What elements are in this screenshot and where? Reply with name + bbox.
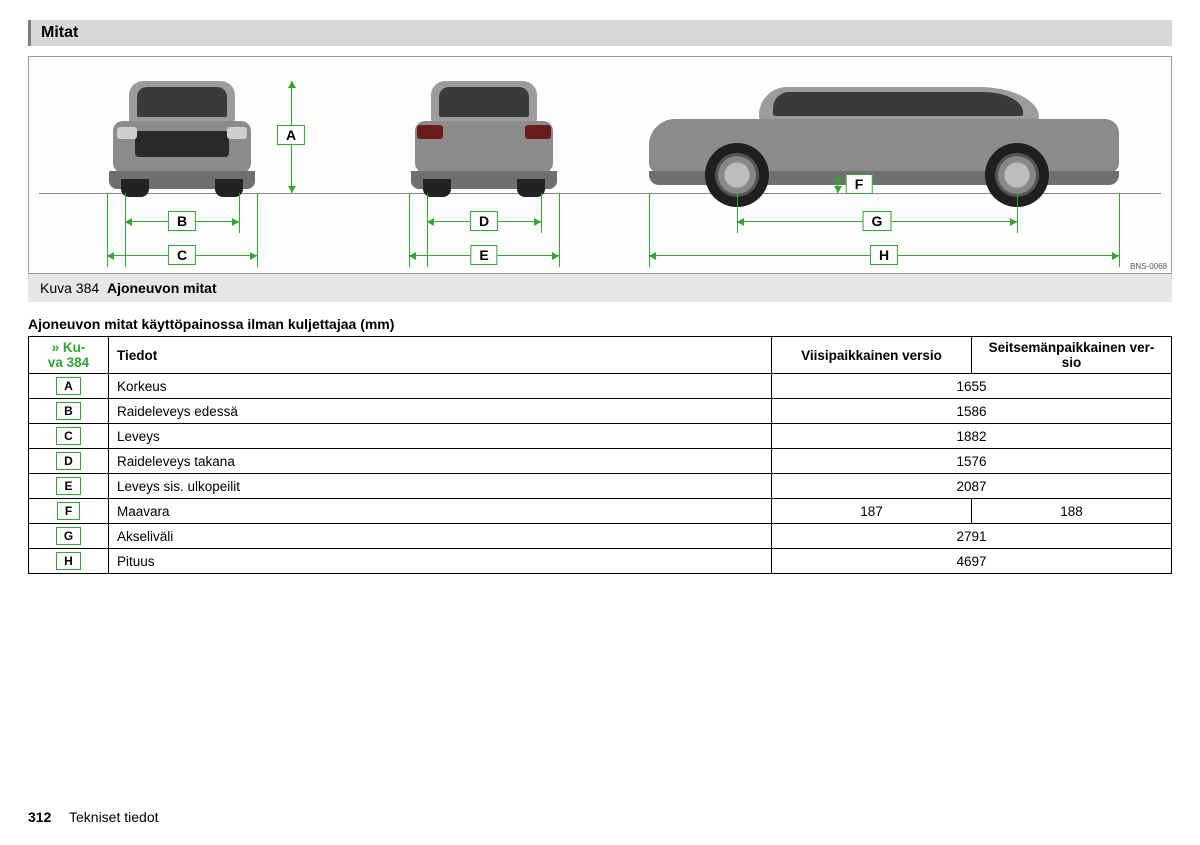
- figure-ref-code: BNS-0068: [1128, 262, 1169, 271]
- row-label: Leveys sis. ulkopeilit: [109, 474, 772, 499]
- row-key: H: [29, 549, 109, 574]
- key-box: G: [56, 527, 81, 545]
- car-rear-icon: [409, 81, 559, 193]
- section-header: Mitat: [28, 20, 1172, 46]
- figure-title: Ajoneuvon mitat: [107, 280, 217, 296]
- dim-label-c: C: [168, 245, 196, 265]
- key-box: F: [57, 502, 80, 520]
- dim-label-b: B: [168, 211, 196, 231]
- row-label: Leveys: [109, 424, 772, 449]
- row-key: F: [29, 499, 109, 524]
- figure-panel: A B C D E F G H BNS-0068: [28, 56, 1172, 274]
- figure-content: A B C D E F G H BNS-0068: [29, 57, 1171, 273]
- row-value: 1655: [772, 374, 1172, 399]
- col-ref: » Ku- va 384: [29, 337, 109, 374]
- page-number: 312: [28, 809, 51, 825]
- row-label: Akseliväli: [109, 524, 772, 549]
- dimensions-table: » Ku- va 384 Tiedot Viisipaikkainen vers…: [28, 336, 1172, 574]
- section-title: Mitat: [41, 24, 78, 41]
- dim-label-f: F: [846, 174, 873, 194]
- figure-number: Kuva 384: [40, 280, 99, 296]
- footer-section: Tekniset tiedot: [69, 809, 159, 825]
- table-row: A Korkeus 1655: [29, 374, 1172, 399]
- dim-label-e: E: [470, 245, 497, 265]
- row-value: 1586: [772, 399, 1172, 424]
- row-label: Raideleveys takana: [109, 449, 772, 474]
- row-value: 1882: [772, 424, 1172, 449]
- table-row: E Leveys sis. ulkopeilit 2087: [29, 474, 1172, 499]
- page-footer: 312 Tekniset tiedot: [28, 809, 159, 825]
- car-side-icon: [649, 87, 1119, 193]
- key-box: E: [56, 477, 80, 495]
- figure-caption: Kuva 384 Ajoneuvon mitat: [28, 274, 1172, 302]
- row-value: 2087: [772, 474, 1172, 499]
- table-row: H Pituus 4697: [29, 549, 1172, 574]
- row-key: B: [29, 399, 109, 424]
- tick: [257, 193, 258, 267]
- row-value: 1576: [772, 449, 1172, 474]
- row-key: C: [29, 424, 109, 449]
- row-key: E: [29, 474, 109, 499]
- tick: [559, 193, 560, 267]
- table-row: D Raideleveys takana 1576: [29, 449, 1172, 474]
- dim-label-h: H: [870, 245, 898, 265]
- row-key: A: [29, 374, 109, 399]
- tick: [239, 193, 240, 233]
- table-row: G Akseliväli 2791: [29, 524, 1172, 549]
- row-value: 4697: [772, 549, 1172, 574]
- col-v7: Seitsemänpaikkainen ver- sio: [972, 337, 1172, 374]
- tick: [1017, 193, 1018, 233]
- key-box: A: [56, 377, 81, 395]
- row-key: D: [29, 449, 109, 474]
- col-v7-l1: Seitsemänpaikkainen ver-: [989, 340, 1155, 355]
- row-key: G: [29, 524, 109, 549]
- col-ref-l2: va 384: [48, 355, 89, 370]
- table-row: C Leveys 1882: [29, 424, 1172, 449]
- row-label: Raideleveys edessä: [109, 399, 772, 424]
- row-label: Pituus: [109, 549, 772, 574]
- row-value: 2791: [772, 524, 1172, 549]
- dim-line-f: [837, 175, 838, 193]
- dim-label-g: G: [863, 211, 892, 231]
- key-box: B: [56, 402, 81, 420]
- dim-label-a: A: [277, 125, 305, 145]
- col-ref-l1: » Ku-: [52, 340, 86, 355]
- tick: [1119, 193, 1120, 267]
- key-box: C: [56, 427, 81, 445]
- col-v5: Viisipaikkainen versio: [772, 337, 972, 374]
- car-front-icon: [107, 81, 257, 193]
- row-value-v5: 187: [772, 499, 972, 524]
- key-box: D: [56, 452, 81, 470]
- row-value-v7: 188: [972, 499, 1172, 524]
- col-data: Tiedot: [109, 337, 772, 374]
- row-label: Maavara: [109, 499, 772, 524]
- tick: [541, 193, 542, 233]
- table-header-row: » Ku- va 384 Tiedot Viisipaikkainen vers…: [29, 337, 1172, 374]
- table-caption: Ajoneuvon mitat käyttöpainossa ilman kul…: [28, 316, 1172, 332]
- row-label: Korkeus: [109, 374, 772, 399]
- tick: [737, 193, 738, 233]
- table-row: B Raideleveys edessä 1586: [29, 399, 1172, 424]
- col-v7-l2: sio: [1062, 355, 1082, 370]
- table-row: F Maavara 187 188: [29, 499, 1172, 524]
- dim-label-d: D: [470, 211, 498, 231]
- key-box: H: [56, 552, 81, 570]
